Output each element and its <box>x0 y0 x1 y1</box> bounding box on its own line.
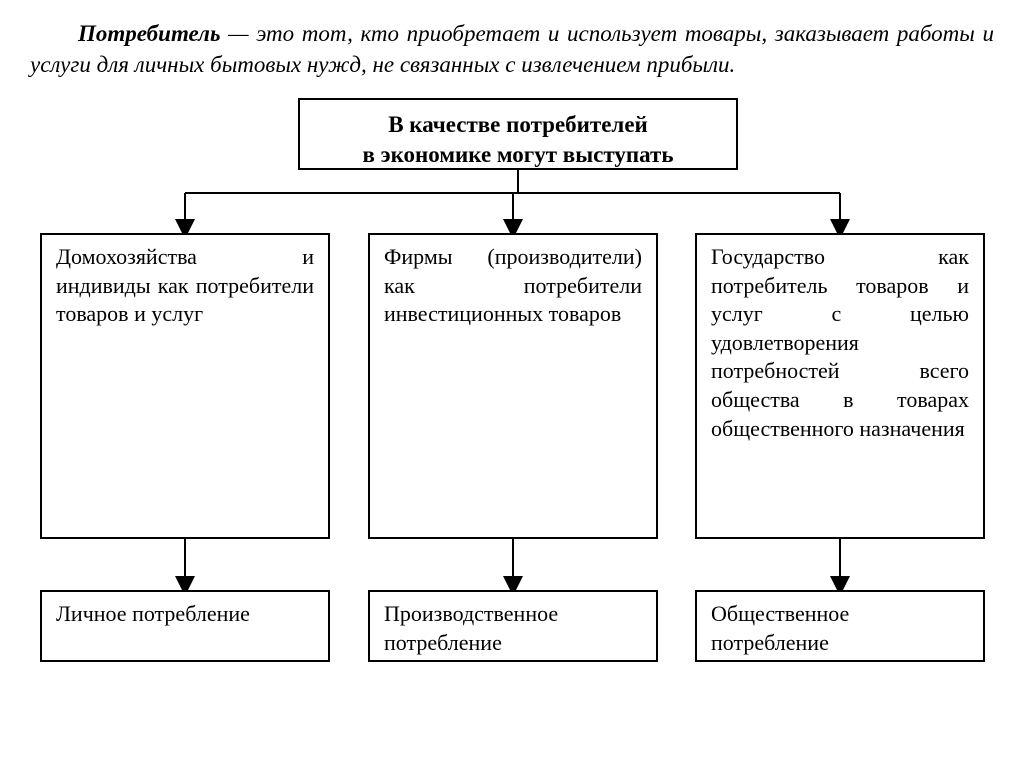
header-box: В качестве потребителей в экономике могу… <box>298 98 738 170</box>
mid-box-text: Государство как потребитель това­ров и у… <box>711 244 969 441</box>
header-line-2: в экономике могут выступать <box>330 140 706 170</box>
bottom-box-public: Общественное потребление <box>695 590 985 662</box>
bottom-box-text: Общественное потребление <box>711 601 849 655</box>
diagram-container: В качестве потребителей в экономике могу… <box>30 98 990 688</box>
header-line-1: В качестве потребителей <box>330 110 706 140</box>
bottom-box-text: Личное потребле­ние <box>56 601 250 626</box>
mid-box-state: Государство как потребитель това­ров и у… <box>695 233 985 539</box>
definition-paragraph: Потребитель — это тот, кто приобретает и… <box>30 18 994 80</box>
mid-box-text: Домохозяйства и индивиды как пот­ребител… <box>56 244 314 326</box>
definition-term: Потребитель <box>78 21 221 46</box>
bottom-box-personal: Личное потребле­ние <box>40 590 330 662</box>
mid-box-households: Домохозяйства и индивиды как пот­ребител… <box>40 233 330 539</box>
bottom-box-production: Производственное потребление <box>368 590 658 662</box>
mid-box-text: Фирмы (произво­дители) как потре­бители … <box>384 244 642 326</box>
bottom-box-text: Производственное потребление <box>384 601 558 655</box>
mid-box-firms: Фирмы (произво­дители) как потре­бители … <box>368 233 658 539</box>
